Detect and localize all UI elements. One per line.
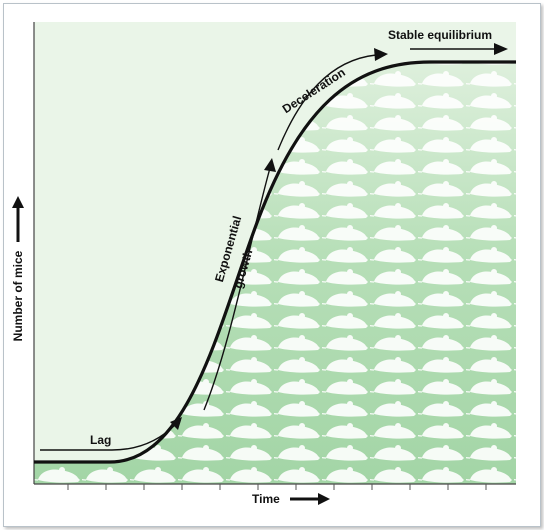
x-axis-label-arrowhead	[318, 493, 330, 505]
deceleration-arrowhead	[374, 48, 388, 61]
growth-curve	[34, 60, 516, 464]
y-axis-label: Number of mice	[11, 250, 25, 341]
x-axis-ticks	[67, 484, 487, 490]
exponential-arrowhead	[264, 158, 276, 172]
lag-label: Lag	[90, 433, 111, 447]
stable-arrowhead	[494, 43, 508, 55]
stable-label: Stable equilibrium	[388, 28, 492, 42]
lag-arrow	[40, 423, 177, 451]
x-axis-label: Time	[252, 492, 280, 506]
y-axis-label-arrowhead	[12, 196, 24, 208]
exponential-arrow	[203, 167, 271, 411]
deceleration-arrow	[277, 54, 377, 151]
lag-arrowhead	[170, 417, 182, 430]
